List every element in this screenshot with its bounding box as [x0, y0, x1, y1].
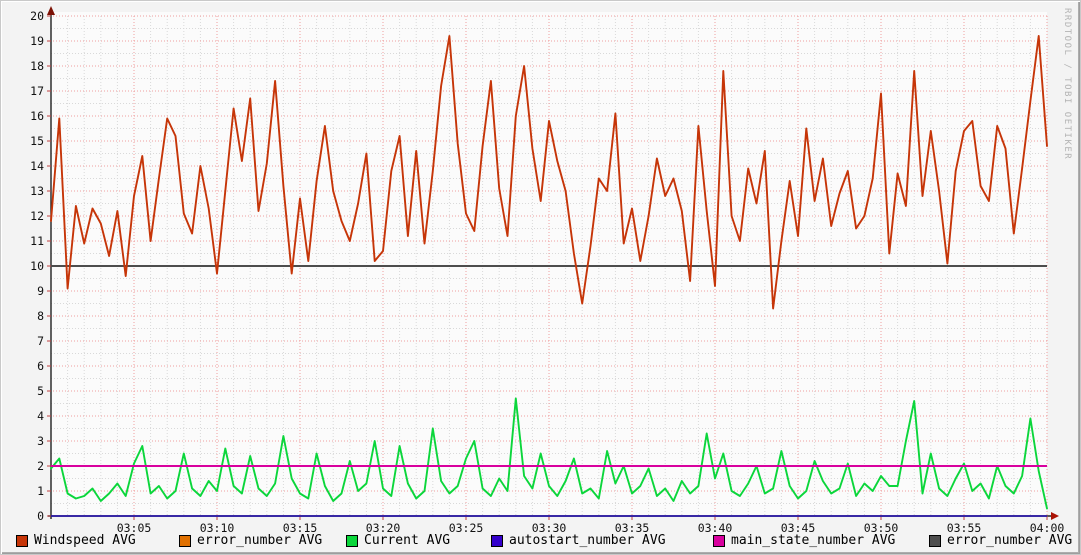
y-tick-label: 13 — [30, 184, 44, 198]
x-tick-label: 04:00 — [1030, 521, 1065, 535]
x-tick-label: 03:15 — [283, 521, 318, 535]
y-tick-label: 1 — [37, 484, 44, 498]
plot-background — [51, 12, 1047, 516]
legend-color-chip-autostart-number — [491, 534, 503, 547]
y-tick-label: 11 — [30, 234, 44, 248]
y-tick-label: 12 — [30, 209, 44, 223]
legend-color-chip-windspeed — [16, 534, 28, 547]
y-tick-label: 5 — [37, 384, 44, 398]
y-tick-label: 4 — [37, 409, 44, 423]
x-tick-label: 03:45 — [781, 521, 816, 535]
legend-item-error-number: error_number AVG — [179, 533, 322, 548]
y-tick-label: 14 — [30, 159, 44, 173]
y-tick-label: 8 — [37, 309, 44, 323]
y-tick-label: 2 — [37, 459, 44, 473]
x-axis-arrow-icon — [1051, 512, 1059, 520]
y-tick-label: 3 — [37, 434, 44, 448]
x-tick-label: 03:20 — [366, 521, 401, 535]
x-tick-label: 03:55 — [947, 521, 982, 535]
legend-color-chip-main-state-number — [713, 534, 725, 547]
legend-color-chip-current — [346, 534, 358, 547]
y-tick-label: 10 — [30, 259, 44, 273]
y-tick-label: 18 — [30, 59, 44, 73]
legend-label: autostart_number AVG — [509, 533, 666, 548]
y-tick-label: 19 — [30, 34, 44, 48]
legend-label: error_number AVG — [197, 533, 323, 548]
x-tick-label: 03:10 — [200, 521, 235, 535]
y-tick-label: 16 — [30, 109, 44, 123]
legend-item-main-state-number: main_state_number AVG — [713, 533, 895, 548]
legend-label: error_number AVG — [947, 533, 1073, 548]
y-tick-label: 6 — [37, 359, 44, 373]
legend-label: main_state_number AVG — [731, 533, 896, 548]
legend-label: Current AVG — [364, 533, 451, 548]
legend: Windspeed AVG error_number AVG Current A… — [1, 533, 1080, 551]
legend-item-current: Current AVG — [346, 533, 450, 548]
y-tick-label: 7 — [37, 334, 44, 348]
legend-color-chip-error-number-2 — [929, 534, 941, 547]
y-tick-label: 17 — [30, 84, 44, 98]
y-tick-label: 15 — [30, 134, 44, 148]
y-tick-label: 0 — [37, 509, 44, 523]
y-tick-label: 20 — [30, 9, 44, 23]
y-tick-label: 9 — [37, 284, 44, 298]
legend-item-autostart-number: autostart_number AVG — [491, 533, 666, 548]
legend-item-windspeed: Windspeed AVG — [16, 533, 136, 548]
watermark-text: RRDTOOL / TOBI OETIKER — [1062, 8, 1072, 161]
legend-color-chip-error-number — [179, 534, 191, 547]
legend-label: Windspeed AVG — [34, 533, 136, 548]
x-tick-label: 03:05 — [117, 521, 152, 535]
x-tick-label: 03:35 — [615, 521, 650, 535]
legend-item-error-number-2: error_number AVG — [929, 533, 1072, 548]
series-current-line — [50, 397, 1048, 510]
y-axis-arrow-icon — [47, 6, 55, 15]
x-tick-label: 03:30 — [532, 521, 567, 535]
x-tick-label: 03:40 — [698, 521, 733, 535]
x-tick-label: 03:25 — [449, 521, 484, 535]
x-tick-label: 03:50 — [864, 521, 899, 535]
series-windspeed-line — [50, 35, 1048, 310]
